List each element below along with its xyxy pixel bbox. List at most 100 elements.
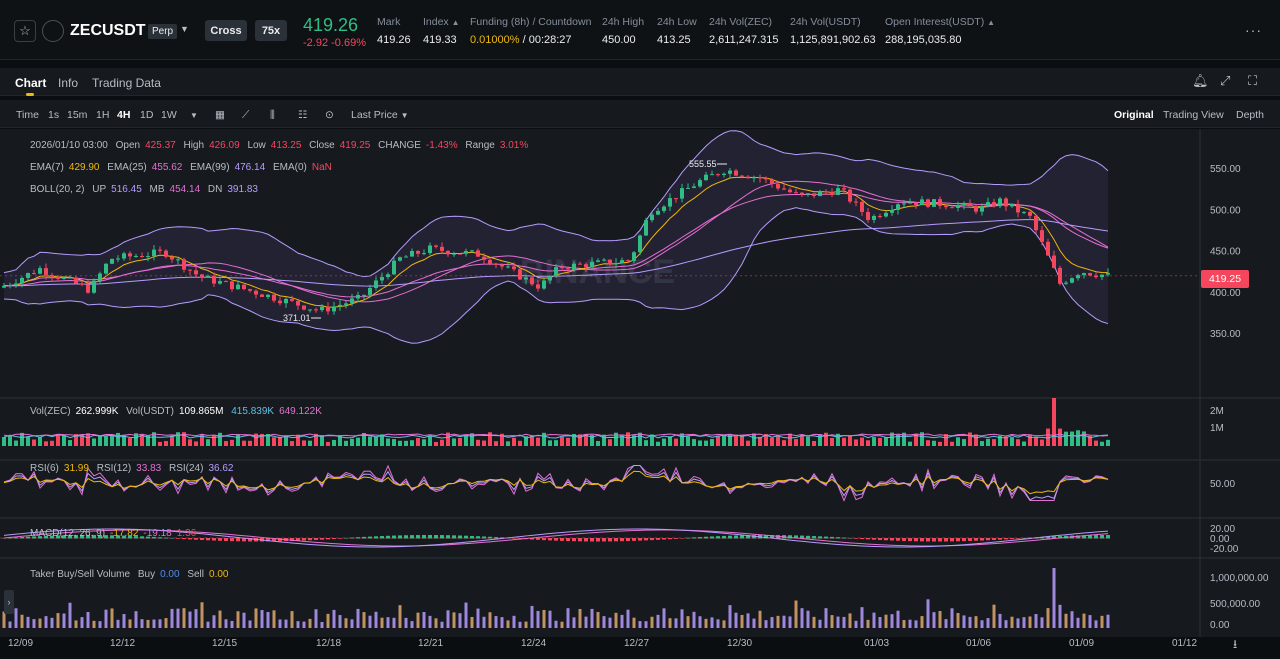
fullscreen-icon[interactable]: ⛶	[1248, 73, 1258, 88]
candle-body	[368, 287, 372, 295]
macd-histogram-bar	[74, 535, 78, 539]
candle-body	[284, 298, 288, 304]
macd-histogram-bar	[938, 538, 942, 542]
scroll-left-icon[interactable]: ›	[4, 590, 14, 614]
settings-icon[interactable]: ☷	[298, 109, 308, 121]
taker-bar	[2, 611, 6, 628]
chart-type-icon[interactable]: ⫼	[270, 109, 275, 121]
interval-1s[interactable]: 1s	[48, 109, 60, 121]
volume-bar	[1028, 434, 1032, 446]
macd-histogram-bar	[170, 537, 174, 539]
stat-index[interactable]: Index ▲ 419.33	[423, 16, 460, 46]
macd-histogram-bar	[896, 538, 900, 541]
volume-bar	[974, 434, 978, 446]
macd-histogram-bar	[494, 537, 498, 539]
view-trading-view[interactable]: Trading View	[1163, 109, 1224, 121]
candle-body	[716, 174, 720, 176]
y-tick-label: 550.00	[1210, 164, 1241, 175]
volume-bar	[536, 437, 540, 446]
calendar-icon[interactable]: ▦	[215, 109, 225, 121]
reset-axis-icon[interactable]: ⭳	[1233, 637, 1238, 651]
interval-4h[interactable]: 4H	[117, 109, 131, 121]
volume-bar	[1100, 441, 1104, 446]
taker-bar	[44, 616, 48, 628]
candle-body	[338, 304, 342, 307]
symbol-name[interactable]: ZECUSDT	[70, 22, 146, 39]
taker-bar	[836, 616, 840, 628]
taker-bar	[494, 616, 498, 628]
candle-body	[212, 275, 216, 284]
volume-bar	[218, 432, 222, 446]
volume-legend: Vol(ZEC) 262.999K Vol(USDT) 109.865M 415.8…	[30, 406, 322, 417]
price-type-select[interactable]: Last Price ▼	[351, 109, 409, 121]
candle-body	[314, 309, 318, 311]
more-options-icon[interactable]: ···	[1245, 22, 1262, 38]
boll-legend: BOLL(20, 2) UP 516.45 MB 454.14 DN 391.83	[30, 184, 258, 195]
interval-1w[interactable]: 1W	[161, 109, 177, 121]
alert-bell-icon[interactable]: 🔔︎	[1192, 73, 1209, 88]
volume-bar	[1106, 439, 1110, 446]
indicator-icon[interactable]: ⟋	[242, 109, 250, 121]
macd-histogram-bar	[236, 538, 240, 542]
volume-bar	[146, 434, 150, 446]
chart-canvas[interactable]: 550.00500.00450.00400.00350.00BINANCE555…	[0, 129, 1280, 637]
macd-histogram-bar	[488, 536, 492, 539]
candle-body	[278, 300, 282, 304]
stat-value: 2,611,247.315	[709, 34, 779, 46]
taker-bar	[674, 618, 678, 628]
chart-area[interactable]: 550.00500.00450.00400.00350.00BINANCE555…	[0, 129, 1280, 637]
macd-histogram-bar	[482, 536, 486, 539]
tab-trading-data[interactable]: Trading Data	[92, 76, 161, 90]
volume-bar	[326, 441, 330, 446]
candle-body	[8, 284, 12, 286]
draw-tools-icon[interactable]: ⊙	[325, 109, 334, 121]
macd-histogram-bar	[176, 538, 180, 539]
taker-bar	[764, 620, 768, 628]
volume-bar	[134, 433, 138, 446]
candle-body	[320, 306, 324, 311]
candle-body	[668, 198, 672, 207]
stat-24h-vol-usdt: 24h Vol(USDT) 1,125,891,902.63	[790, 16, 876, 46]
taker-bar	[812, 616, 816, 628]
macd-histogram-bar	[806, 535, 810, 539]
macd-histogram-bar	[692, 537, 696, 539]
volume-bar	[32, 439, 36, 446]
candle-body	[254, 290, 258, 295]
macd-histogram-bar	[242, 538, 246, 542]
interval-time[interactable]: Time	[16, 109, 39, 121]
candle-body	[644, 220, 648, 236]
volume-bar	[224, 441, 228, 446]
volume-bar	[446, 432, 450, 446]
macd-histogram-bar	[620, 538, 624, 542]
macd-histogram-bar	[944, 538, 948, 542]
interval-dropdown-icon[interactable]: ▼	[190, 111, 198, 120]
candle-body	[224, 281, 228, 283]
expand-icon[interactable]: ⤢	[1220, 73, 1231, 88]
volume-bar	[794, 439, 798, 446]
taker-bar	[1082, 613, 1086, 628]
view-depth[interactable]: Depth	[1236, 109, 1265, 121]
interval-1h[interactable]: 1H	[96, 109, 110, 121]
stat-label: Open Interest(USDT) ▲	[885, 16, 996, 28]
macd-histogram-bar	[290, 538, 294, 541]
taker-bar	[680, 609, 684, 628]
leverage-button[interactable]: 75x	[255, 20, 287, 41]
taker-bar	[866, 619, 870, 628]
taker-bar	[710, 617, 714, 628]
favorite-star-icon[interactable]: ☆	[14, 20, 36, 42]
macd-histogram-bar	[674, 538, 678, 539]
macd-histogram-bar	[86, 535, 90, 539]
macd-histogram-bar	[740, 535, 744, 539]
symbol-dropdown-icon[interactable]: ▼	[180, 24, 189, 34]
volume-bar	[1016, 439, 1020, 446]
tab-info[interactable]: Info	[58, 76, 79, 90]
tab-chart[interactable]: Chart	[15, 76, 47, 90]
candle-body	[488, 259, 492, 264]
candle-body	[584, 264, 588, 268]
interval-1d[interactable]: 1D	[140, 109, 154, 121]
macd-histogram-bar	[272, 538, 276, 542]
interval-15m[interactable]: 15m	[67, 109, 88, 121]
stat-open-interest[interactable]: Open Interest(USDT) ▲ 288,195,035.80	[885, 16, 995, 46]
view-original[interactable]: Original	[1114, 109, 1154, 121]
margin-mode-button[interactable]: Cross	[205, 20, 247, 41]
